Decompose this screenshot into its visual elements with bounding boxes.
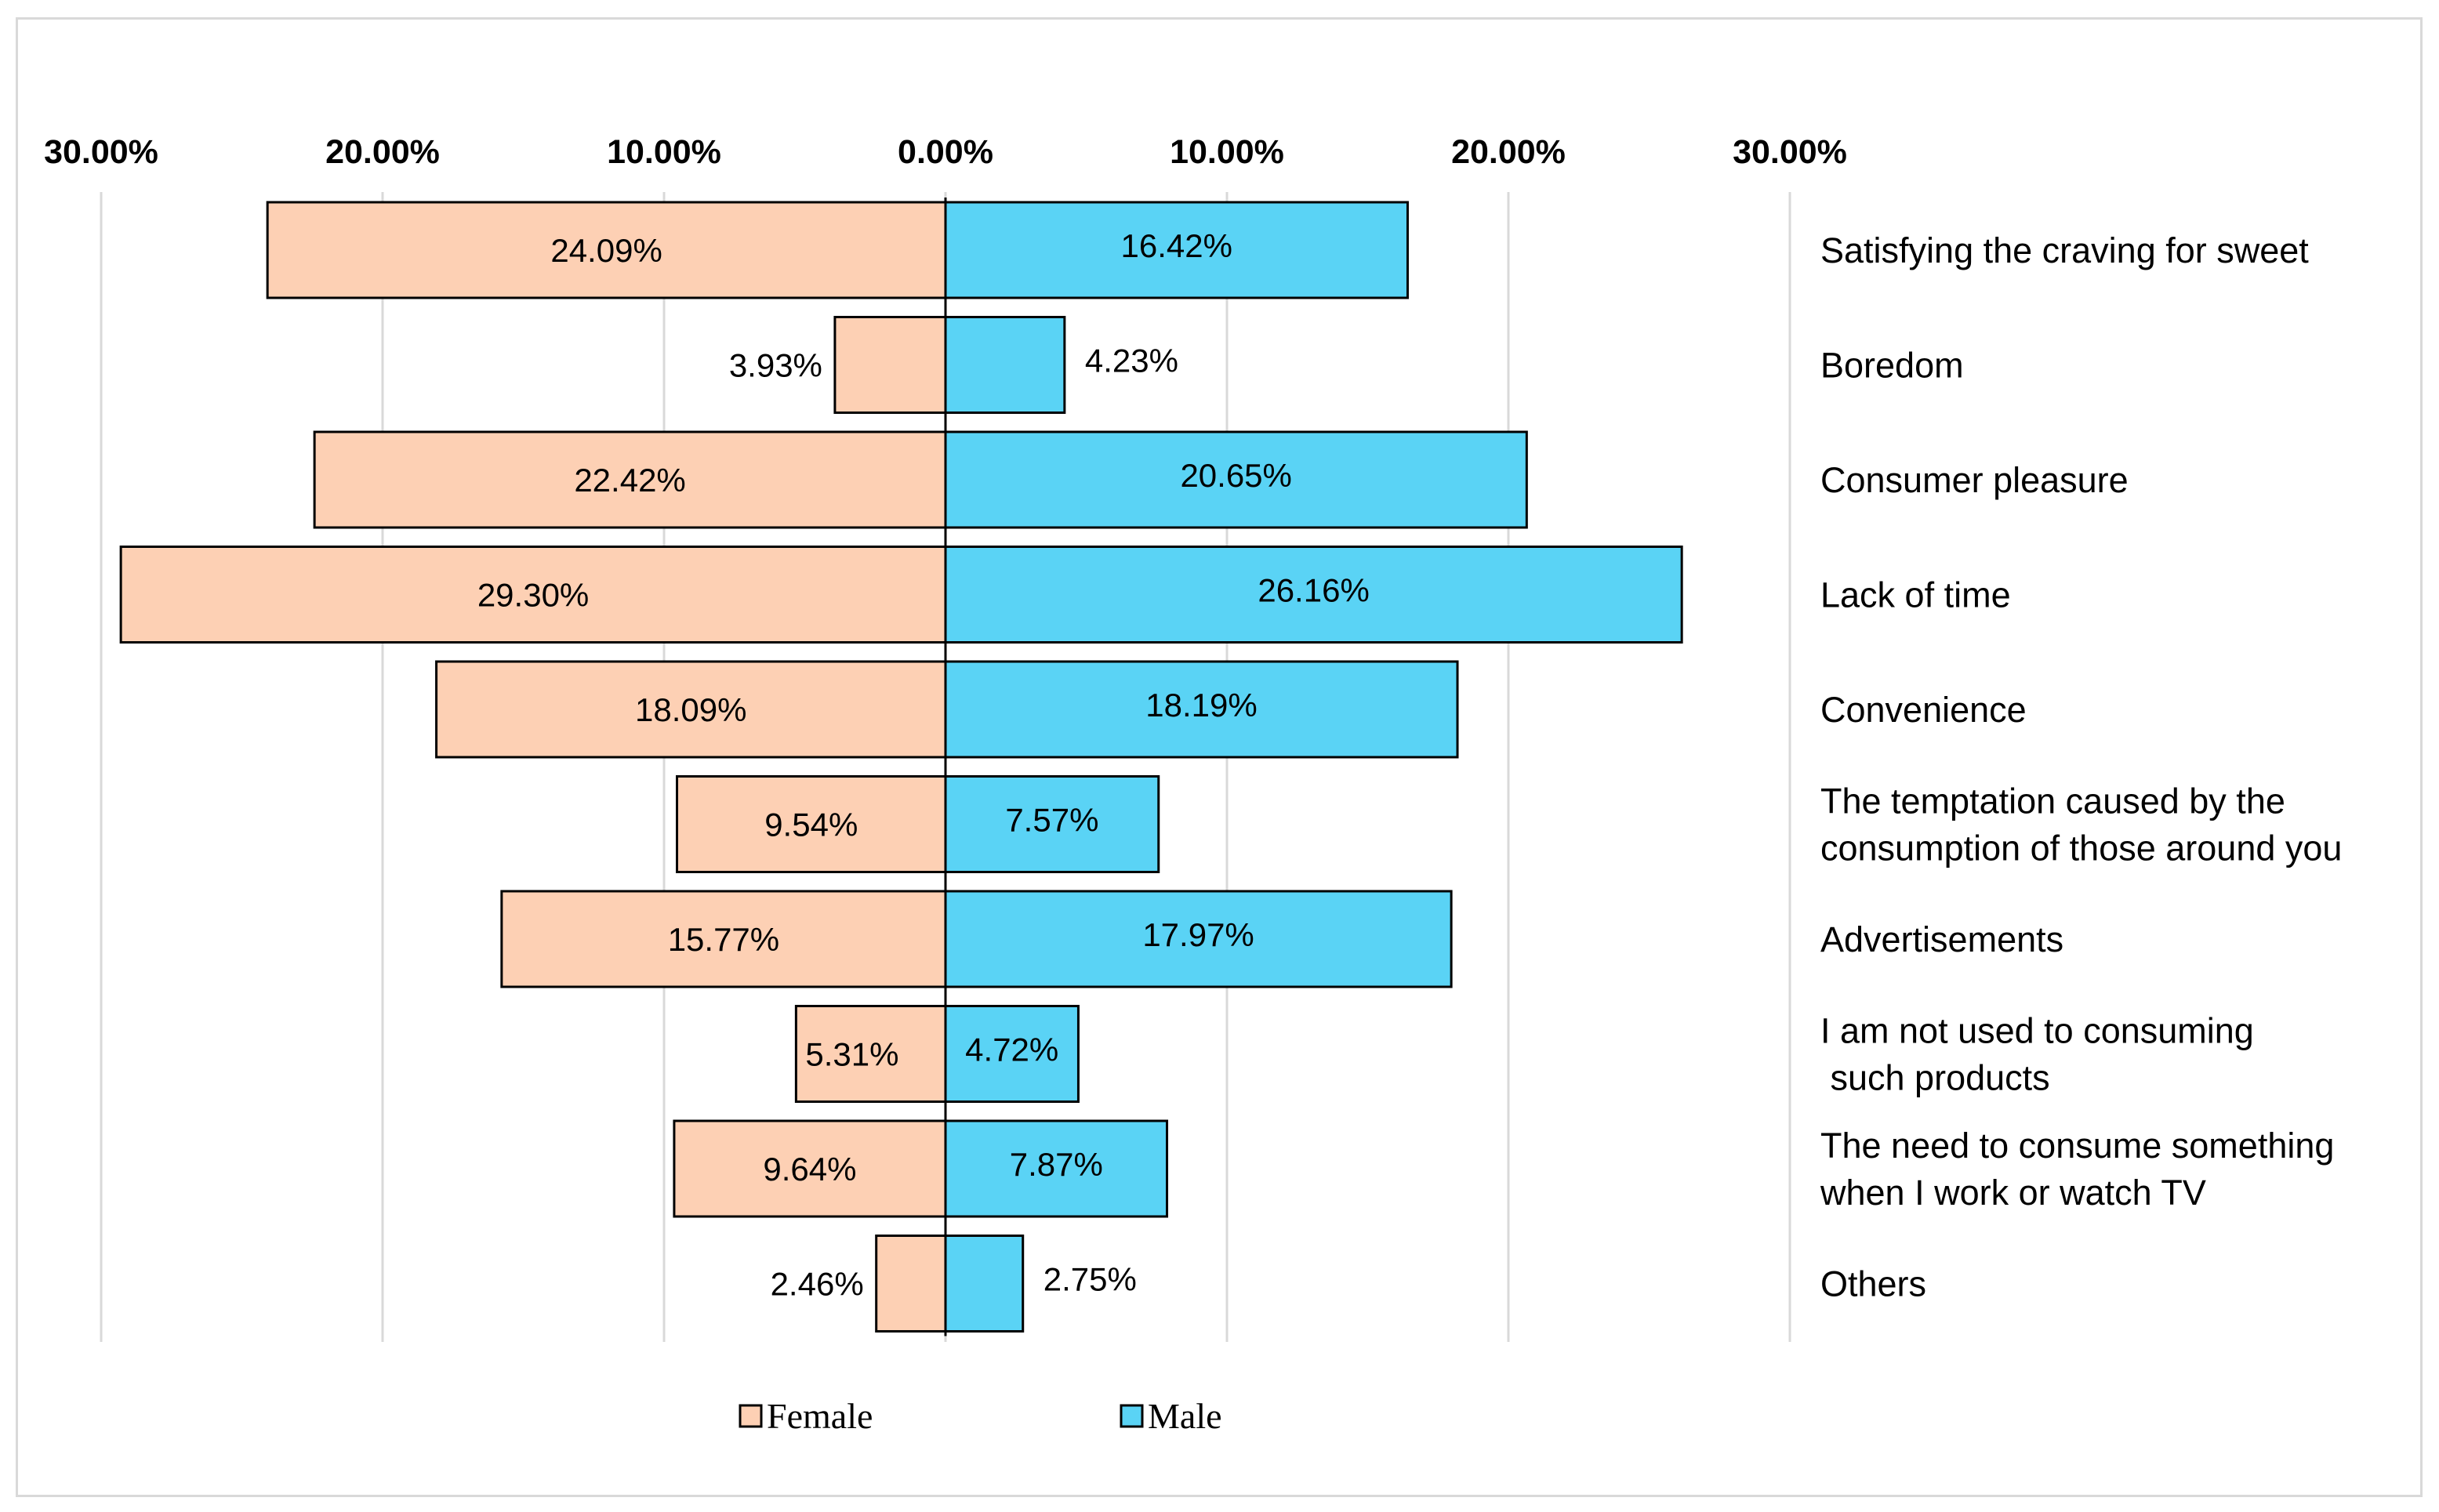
bar-male	[944, 1005, 1080, 1103]
category-label: such products	[1820, 1058, 2050, 1098]
data-label-male: 7.87%	[1010, 1146, 1103, 1183]
data-label-male: 4.72%	[965, 1032, 1058, 1068]
x-tick-label: 0.00%	[898, 133, 993, 171]
bar-male	[944, 1119, 1169, 1218]
legend: Female Male	[739, 1396, 1222, 1436]
gridlines	[100, 192, 1791, 1342]
x-tick-label: 20.00%	[1451, 133, 1566, 171]
bars	[119, 198, 1683, 1336]
data-label-female: 29.30%	[477, 577, 589, 614]
data-label-male: 7.57%	[1005, 802, 1098, 839]
bar-female	[266, 201, 947, 299]
category-label: when I work or watch TV	[1820, 1173, 2206, 1213]
data-label-female: 15.77%	[668, 921, 779, 958]
category-label: Boredom	[1820, 346, 1964, 386]
category-label: Convenience	[1820, 690, 2027, 730]
data-label-female: 18.09%	[635, 691, 746, 728]
bar-female	[875, 1235, 947, 1333]
bar-female	[500, 890, 947, 988]
category-label: consumption of those around you	[1820, 829, 2342, 868]
legend-swatch-female	[739, 1404, 763, 1428]
data-label-male: 26.16%	[1258, 572, 1369, 609]
legend-swatch-male	[1120, 1404, 1144, 1428]
legend-label-male: Male	[1148, 1396, 1222, 1436]
category-label: The need to consume something	[1820, 1126, 2334, 1166]
x-tick-label: 30.00%	[1733, 133, 1847, 171]
bar-male	[944, 775, 1160, 873]
x-tick-label: 30.00%	[44, 133, 158, 171]
legend-label-female: Female	[767, 1396, 873, 1436]
bar-male	[944, 201, 1409, 299]
data-label-male: 16.42%	[1121, 227, 1232, 264]
category-label: Lack of time	[1820, 575, 2011, 615]
data-label-male: 18.19%	[1145, 687, 1257, 723]
data-label-male: 2.75%	[1043, 1261, 1137, 1298]
bar-male	[944, 546, 1683, 644]
data-label-male: 4.23%	[1085, 343, 1178, 379]
category-label: Consumer pleasure	[1820, 460, 2129, 500]
data-label-female: 9.64%	[763, 1151, 856, 1187]
category-label: Others	[1820, 1264, 1926, 1304]
bar-male	[944, 890, 1453, 988]
bar-female	[794, 1005, 947, 1103]
data-label-male: 17.97%	[1142, 916, 1254, 953]
category-label: I am not used to consuming	[1820, 1011, 2254, 1051]
data-label-female: 2.46%	[771, 1266, 864, 1303]
bar-female	[119, 546, 947, 644]
data-label-female: 5.31%	[805, 1036, 898, 1073]
x-tick-label: 10.00%	[1170, 133, 1284, 171]
x-axis-ticks: 30.00% 20.00% 10.00% 0.00% 10.00% 20.00% 30.00…	[44, 133, 1847, 171]
data-label-female: 9.54%	[764, 807, 858, 843]
x-tick-label: 20.00%	[325, 133, 440, 171]
data-label-female: 24.09%	[550, 232, 662, 269]
category-labels: Satisfying the craving for sweet Boredom C…	[1820, 230, 2342, 1304]
x-tick-label: 10.00%	[607, 133, 721, 171]
bar-male	[944, 1235, 1025, 1333]
category-label: Satisfying the craving for sweet	[1820, 230, 2309, 270]
bar-male	[944, 430, 1528, 529]
bar-female	[313, 430, 947, 529]
data-labels: 24.09% 16.42% 3.93% 4.23% 22.42% 20.65% 29.30%…	[477, 227, 1370, 1303]
category-label: The temptation caused by the	[1820, 781, 2285, 821]
bar-female	[833, 316, 947, 414]
bar-male	[944, 316, 1066, 414]
data-label-female: 3.93%	[729, 347, 822, 384]
data-label-female: 22.42%	[574, 462, 685, 499]
bar-female	[673, 1119, 947, 1218]
data-label-male: 20.65%	[1180, 457, 1291, 494]
category-label: Advertisements	[1820, 919, 2063, 959]
